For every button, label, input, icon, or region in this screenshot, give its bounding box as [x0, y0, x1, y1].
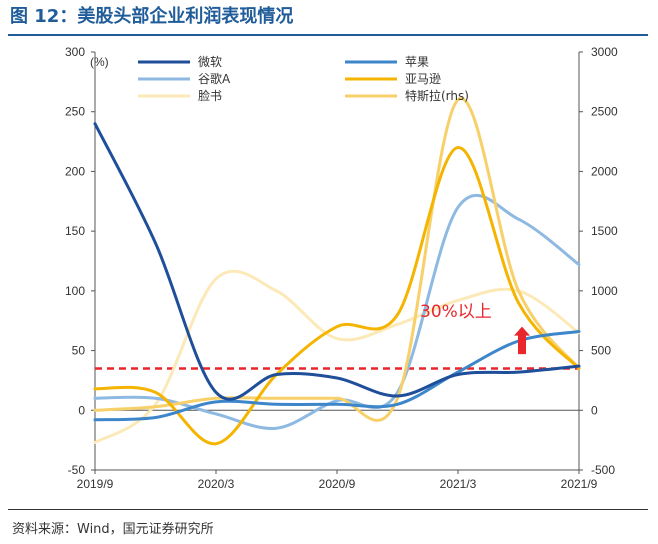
- right-tick-label: 0: [591, 403, 598, 417]
- left-tick-label: 250: [65, 105, 85, 119]
- right-tick-label: 1000: [591, 284, 618, 298]
- x-tick-label: 2021/3: [440, 477, 477, 491]
- right-tick-label: 2000: [591, 164, 618, 178]
- series-line-1: [93, 330, 581, 422]
- legend-label: 微软: [198, 55, 222, 69]
- right-tick-label: 2500: [591, 105, 618, 119]
- right-y-axis: -500 0 500 1000 1500 2000 2500 3000: [579, 45, 618, 477]
- title-divider: [8, 34, 648, 36]
- left-tick-label: 150: [65, 224, 85, 238]
- legend-label: 脸书: [198, 89, 222, 103]
- legend-label: 谷歌A: [198, 71, 231, 86]
- source-note: 资料来源：Wind，国元证券研究所: [12, 522, 214, 537]
- legend-label: 特斯拉(rhs): [405, 88, 469, 103]
- series-line-3: [93, 146, 581, 446]
- series-line-2: [93, 193, 581, 430]
- series-line-4: [93, 269, 581, 444]
- up-arrow-icon: [514, 326, 530, 355]
- unit-label: (%): [90, 55, 109, 69]
- source-divider: [8, 509, 648, 510]
- left-tick-label: 200: [65, 164, 85, 178]
- annotation-text: 30%以上: [420, 302, 492, 322]
- series-lines: [93, 97, 581, 446]
- left-tick-label: 100: [65, 284, 85, 298]
- left-tick-label: 300: [65, 45, 85, 59]
- x-tick-label: 2019/9: [77, 477, 114, 491]
- legend-label: 亚马逊: [405, 72, 441, 86]
- right-tick-label: 500: [591, 344, 611, 358]
- left-tick-label: 0: [78, 403, 85, 417]
- chart-title: 图 12：美股头部企业利润表现情况: [10, 6, 294, 27]
- right-tick-label: -500: [591, 463, 615, 477]
- left-tick-label: -50: [68, 463, 86, 477]
- x-tick-label: 2021/9: [561, 477, 598, 491]
- series-line-0: [93, 122, 581, 401]
- plot-frame: [94, 52, 580, 470]
- right-tick-label: 1500: [591, 224, 618, 238]
- legend-label: 苹果: [405, 55, 429, 69]
- x-tick-label: 2020/9: [319, 477, 356, 491]
- x-tick-label: 2020/3: [198, 477, 235, 491]
- left-tick-label: 50: [72, 344, 86, 358]
- left-y-axis: -50 0 50 100 150 200 250 300: [65, 45, 95, 477]
- right-tick-label: 3000: [591, 45, 618, 59]
- annotation-group: 30%以上: [420, 302, 530, 355]
- x-axis: 2019/9 2020/3 2020/9 2021/3 2021/9: [77, 469, 598, 491]
